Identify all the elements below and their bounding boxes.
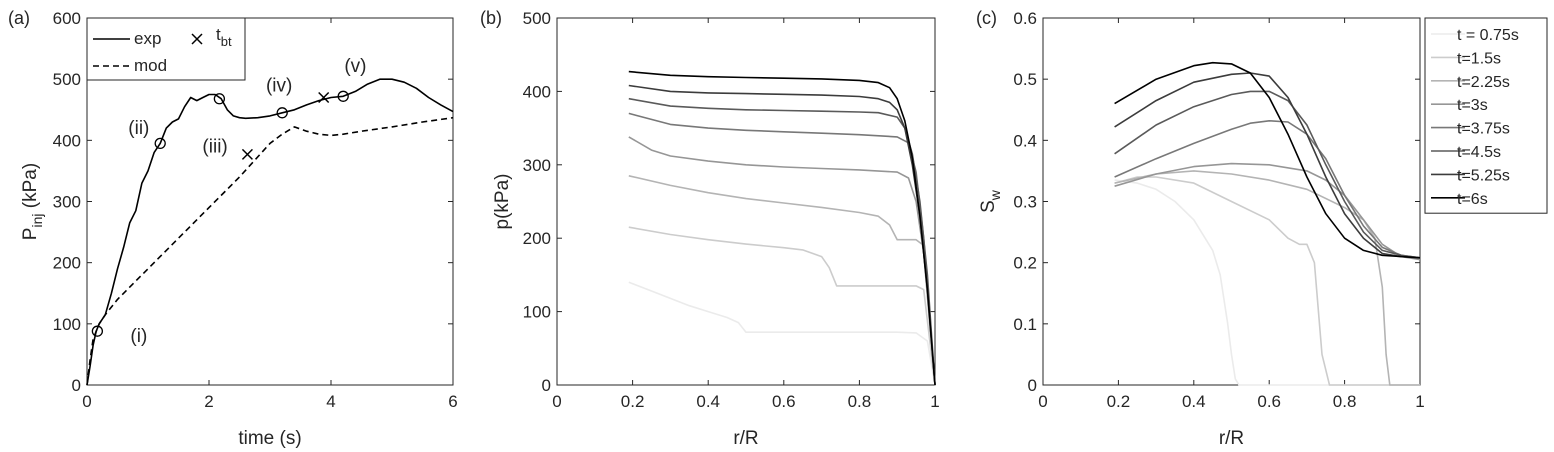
y-tick-label: 0.1 — [1013, 315, 1037, 334]
x-tick-label: 0.6 — [1257, 392, 1281, 411]
series-line-t-4-5s — [1114, 90, 1421, 259]
series-line-t-6s — [1114, 61, 1421, 259]
legend-label: t=2.25s — [1457, 74, 1510, 91]
tbt-marker — [241, 148, 253, 160]
y-tick-label: 200 — [53, 254, 81, 273]
panel-label: (c) — [976, 8, 997, 28]
panel-label: (a) — [8, 8, 30, 28]
y-tick-label: 500 — [523, 9, 551, 28]
legend-label: t=6s — [1457, 191, 1488, 208]
circle-marker — [213, 93, 226, 105]
x-axis-label: r/R — [733, 428, 758, 449]
y-tick-label: 500 — [53, 70, 81, 89]
y-axis-label: p(kPa) — [492, 174, 513, 230]
y-tick-label: 0 — [72, 376, 81, 395]
y-tick-label: 0.3 — [1013, 193, 1037, 212]
legend-label: t=4.5s — [1457, 144, 1501, 161]
series-line-t-3-75s — [628, 112, 936, 386]
legend-mod-label: mod — [134, 56, 167, 75]
y-tick-label: 100 — [523, 303, 551, 322]
y-tick-label: 400 — [523, 82, 551, 101]
legend-tbt-swatch — [191, 33, 203, 45]
circle-marker — [154, 137, 166, 150]
x-tick-label: 0.4 — [696, 392, 720, 411]
x-tick-label: 0.2 — [621, 392, 645, 411]
series-line-t-5-25s — [1114, 72, 1421, 259]
series-line-t-6s — [628, 70, 936, 386]
phase-annotation: (i) — [130, 326, 147, 347]
series-line-t-0-75s — [1114, 179, 1420, 386]
tbt-marker — [318, 91, 330, 104]
y-tick-label: 300 — [523, 156, 551, 175]
x-tick-label: 6 — [448, 392, 457, 411]
x-tick-label: 0 — [552, 392, 561, 411]
y-tick-label: 0 — [1028, 376, 1037, 395]
panel-label: (b) — [480, 8, 502, 28]
x-tick-label: 0.8 — [848, 392, 872, 411]
legend-tbt-label: tbt — [216, 25, 232, 49]
circle-marker — [337, 90, 349, 102]
y-tick-label: 100 — [53, 315, 81, 334]
series-line-t-0-75s — [628, 281, 936, 386]
x-axis-label: r/R — [1219, 428, 1244, 449]
legend-box — [86, 17, 246, 81]
y-tick-label: 0.6 — [1013, 9, 1037, 28]
circle-marker — [276, 107, 288, 119]
x-tick-label: 2 — [204, 392, 213, 411]
phase-annotation: (ii) — [128, 118, 149, 139]
y-tick-label: 0 — [542, 376, 551, 395]
legend-label: t=1.5s — [1457, 50, 1501, 67]
legend-exp-label: exp — [134, 29, 161, 48]
axes-box-2 — [556, 17, 936, 386]
legend-label: t=5.25s — [1457, 167, 1510, 184]
y-tick-label: 600 — [53, 9, 81, 28]
x-tick-label: 0.8 — [1333, 392, 1357, 411]
x-tick-label: 0.6 — [772, 392, 796, 411]
x-tick-label: 0.2 — [1107, 392, 1131, 411]
series-line-t-3-75s — [1114, 120, 1421, 259]
y-tick-label: 0.4 — [1013, 131, 1037, 150]
y-axis-label: Sw — [978, 189, 1003, 213]
y-tick-label: 400 — [53, 131, 81, 150]
y-tick-label: 300 — [53, 193, 81, 212]
series-line-mod — [86, 116, 454, 386]
series-line-t-4-5s — [628, 97, 936, 386]
series-line-exp — [86, 78, 454, 386]
y-axis-label: Pinj (kPa) — [20, 163, 45, 240]
series-line-t-1-5s — [628, 226, 936, 386]
y-tick-label: 200 — [523, 229, 551, 248]
series-line-t-3s — [628, 136, 936, 386]
y-tick-label: 0.5 — [1013, 70, 1037, 89]
series-line-t-2-25s — [1114, 170, 1420, 386]
series-line-t-3s — [1114, 162, 1421, 261]
x-tick-label: 0 — [82, 392, 91, 411]
x-tick-label: 0 — [1038, 392, 1047, 411]
legend-label: t=3.75s — [1457, 121, 1510, 138]
x-tick-label: 1 — [930, 392, 939, 411]
x-tick-label: 4 — [326, 392, 335, 411]
x-tick-label: 1 — [1415, 392, 1424, 411]
phase-annotation: (iii) — [202, 137, 227, 158]
legend-label: t=3s — [1457, 97, 1488, 114]
phase-annotation: (iv) — [266, 75, 292, 96]
circle-marker — [91, 325, 104, 337]
legend-label: t = 0.75s — [1457, 27, 1519, 44]
series-line-t-1-5s — [1114, 176, 1420, 386]
phase-annotation: (v) — [344, 56, 366, 77]
series-line-t-2-25s — [628, 175, 936, 386]
x-axis-label: time (s) — [238, 428, 301, 449]
x-tick-label: 0.4 — [1182, 392, 1206, 411]
legend-box — [1424, 17, 1548, 214]
y-tick-label: 0.2 — [1013, 254, 1037, 273]
